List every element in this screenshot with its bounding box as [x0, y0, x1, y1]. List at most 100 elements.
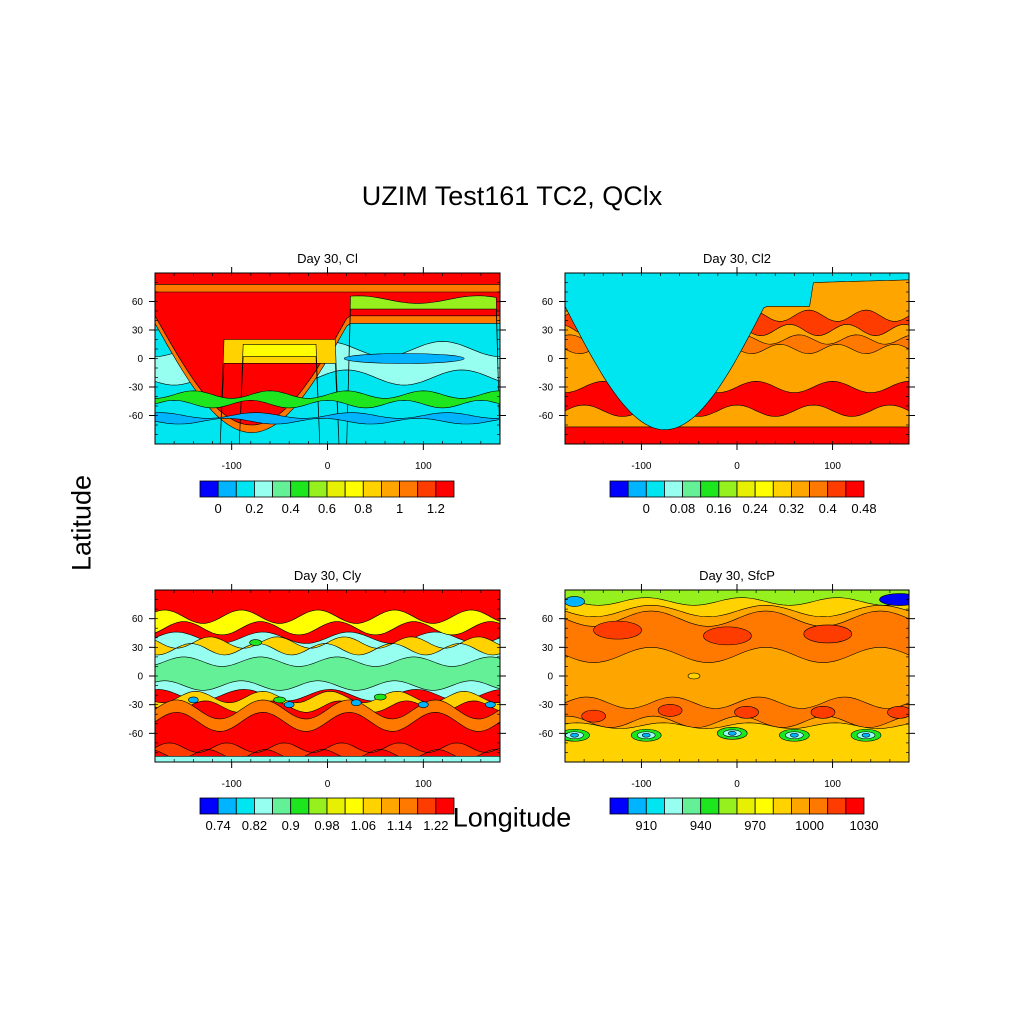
colorbar-label: 0.74	[205, 818, 230, 833]
panel-title: Day 30, Cl	[297, 251, 358, 266]
y-tick-label: -60	[129, 411, 144, 422]
contour-cell	[703, 626, 752, 646]
colorbar-label: 940	[690, 818, 712, 833]
colorbar-label: 1	[396, 501, 403, 516]
colorbar-label: 970	[744, 818, 766, 833]
y-tick-label: -30	[539, 700, 554, 711]
contour-cell	[343, 353, 465, 364]
contour-cell	[861, 732, 871, 738]
contour-band	[155, 339, 500, 444]
contour-band	[155, 742, 500, 760]
contour-band	[155, 656, 500, 691]
colorbar-swatch	[399, 480, 419, 498]
x-tick-label: 100	[824, 461, 841, 472]
contour-cell	[727, 731, 737, 736]
colorbar-swatch	[791, 480, 810, 498]
contour-cell	[188, 696, 199, 704]
colorbar-swatch	[682, 480, 702, 498]
y-tick-label: -60	[539, 729, 554, 740]
colorbar-label: 1.06	[351, 818, 376, 833]
panel-title: Day 30, SfcP	[699, 568, 775, 583]
colorbar-swatch	[682, 797, 702, 815]
colorbar-swatch	[809, 480, 829, 498]
x-tick-label: 0	[325, 779, 331, 790]
colorbar-label: 1000	[795, 818, 824, 833]
colorbar-label: 0.98	[314, 818, 339, 833]
y-tick-label: 0	[137, 672, 143, 683]
y-tick-label: 60	[132, 614, 144, 625]
field	[155, 590, 500, 762]
colorbar-swatch	[254, 797, 273, 815]
y-tick-label: 60	[542, 614, 554, 625]
contour-cell	[581, 709, 606, 723]
contour-cell	[373, 693, 387, 701]
panel-4: Day 30, SfcP -100 0 100 60 30 0 -30 -60 910 940 970…	[539, 568, 915, 833]
colorbar-label: 0.4	[819, 501, 837, 516]
vortex-region	[565, 273, 909, 431]
colorbar-swatch	[217, 797, 237, 815]
contour-cell	[641, 732, 651, 738]
colorbar-label: 0	[215, 501, 222, 516]
x-tick-label: 0	[734, 779, 740, 790]
x-tick-label: -100	[222, 779, 242, 790]
colorbar-label: 1.2	[427, 501, 445, 516]
colorbar-swatch	[736, 480, 756, 498]
y-tick-label: 0	[547, 354, 553, 365]
x-tick-label: -100	[631, 461, 651, 472]
colorbar-swatch	[736, 797, 756, 815]
colorbar: 910 940 970 1000 1030	[609, 797, 878, 833]
contour-cell	[418, 701, 429, 708]
colorbar-swatch	[645, 797, 665, 815]
colorbar-swatch	[827, 480, 847, 498]
contour-band	[155, 609, 500, 636]
colorbar-label: 0	[643, 501, 650, 516]
colorbar-swatch	[627, 480, 647, 498]
contour-band	[155, 412, 500, 425]
colorbar-swatch	[326, 797, 346, 815]
y-tick-label: 30	[542, 326, 554, 337]
colorbar-swatch	[308, 480, 328, 498]
colorbar-swatch	[381, 480, 400, 498]
field	[565, 590, 909, 762]
contour-band	[565, 590, 909, 606]
colorbar-swatch	[399, 797, 419, 815]
colorbar-swatch	[290, 797, 310, 815]
y-tick-label: -60	[129, 729, 144, 740]
colorbar-swatch	[772, 480, 792, 498]
contour-cell	[593, 620, 642, 640]
contour-cell	[657, 704, 683, 717]
colorbar-swatch	[362, 797, 382, 815]
x-tick-label: 100	[415, 779, 432, 790]
x-tick-label: 100	[824, 779, 841, 790]
colorbar-label: 1.22	[423, 818, 448, 833]
colorbar-swatch	[217, 480, 237, 498]
x-tick-label: -100	[222, 461, 242, 472]
colorbar-swatch	[381, 797, 400, 815]
colorbar-swatch	[326, 480, 346, 498]
colorbar-swatch	[609, 797, 629, 815]
colorbar-label: 0.16	[706, 501, 731, 516]
colorbar-swatch	[435, 480, 455, 498]
colorbar: 0.74 0.82 0.9 0.98 1.06 1.14 1.22	[199, 797, 455, 833]
colorbar-label: 0.32	[779, 501, 804, 516]
colorbar-swatch	[845, 480, 865, 498]
colorbar-label: 0.4	[282, 501, 300, 516]
y-tick-label: -30	[129, 700, 144, 711]
contour-cell	[249, 639, 262, 646]
colorbar-swatch	[272, 480, 292, 498]
colorbar-label: 0.08	[670, 501, 695, 516]
contour-cell	[565, 596, 585, 607]
main-title: UZIM Test161 TC2, QClx	[361, 181, 663, 211]
colorbar-swatch	[754, 797, 774, 815]
colorbar-label: 0.6	[318, 501, 336, 516]
field	[155, 273, 500, 444]
colorbar-label: 0.24	[742, 501, 767, 516]
colorbar-swatch	[235, 480, 255, 498]
contour-cell	[879, 593, 909, 606]
y-tick-label: 30	[132, 643, 144, 654]
contour-cell	[790, 732, 799, 738]
contour-cell	[570, 732, 579, 738]
colorbar-swatch	[664, 480, 683, 498]
colorbar-swatch	[199, 797, 219, 815]
contour-band	[155, 390, 500, 409]
